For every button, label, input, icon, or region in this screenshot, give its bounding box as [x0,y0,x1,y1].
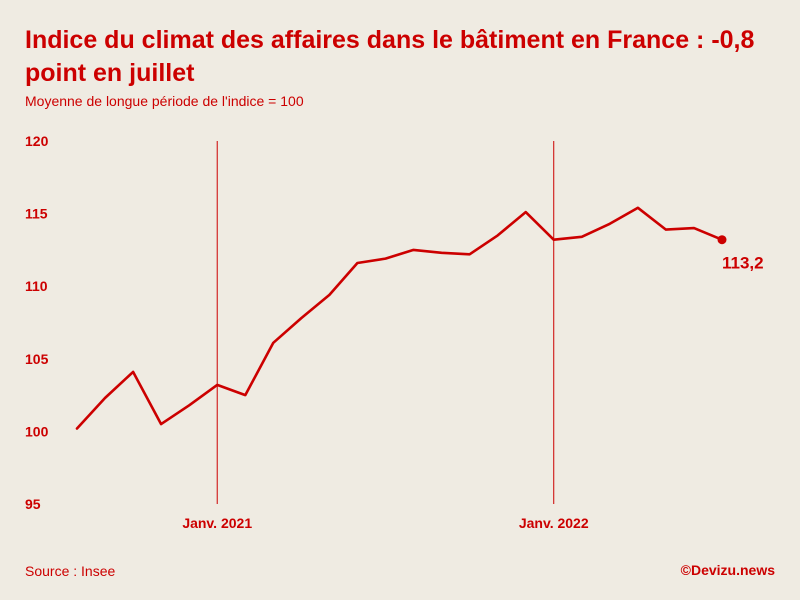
y-tick-label: 115 [25,206,48,222]
source-note: Source : Insee [25,563,116,579]
y-tick-label: 100 [25,423,49,439]
last-data-point [717,235,727,245]
y-tick-label: 95 [25,496,41,512]
y-tick-label: 120 [25,133,49,149]
chart-title: Indice du climat des affaires dans le bâ… [25,26,755,87]
x-tick-label: Janv. 2021 [182,515,252,531]
last-value-label: 113,2 [722,254,764,273]
series-line [75,206,724,430]
chart-subtitle: Moyenne de longue période de l'indice = … [25,93,304,109]
credit-note: ©Devizu.news [680,562,775,578]
x-tick-label: Janv. 2022 [519,515,589,531]
y-tick-label: 105 [25,351,49,367]
y-tick-label: 110 [25,278,48,294]
